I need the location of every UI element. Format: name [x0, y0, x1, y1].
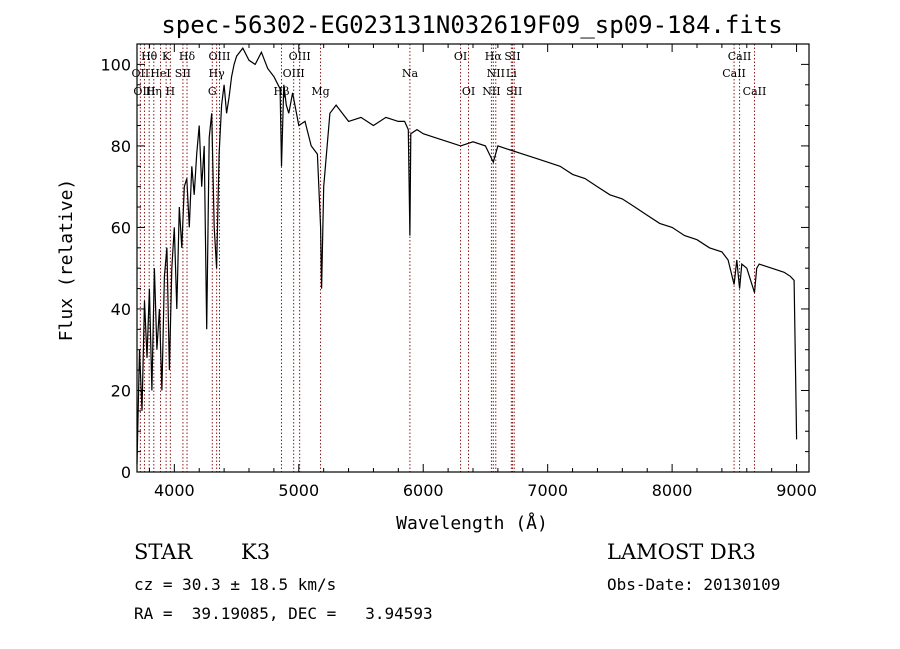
spectral-line-label: OIII	[283, 67, 305, 80]
spectral-line-label: Hγ	[209, 67, 226, 80]
spectral-line-markers	[139, 44, 755, 472]
x-tick-label: 9000	[776, 481, 817, 500]
y-tick-label: 80	[111, 137, 131, 156]
spectral-line-label: H	[166, 85, 176, 98]
spectral-line-label: OIII	[133, 85, 155, 98]
spectral-line-label: Hδ	[179, 50, 196, 63]
axis-ticks: 4000 5000 6000 7000 8000 9000 0 20 40 60 80 100	[100, 44, 817, 500]
spectral-line-label: Hη	[146, 85, 162, 98]
spectral-line-label: K	[162, 50, 171, 63]
spectral-line-label: Hβ	[274, 85, 290, 98]
y-axis-label: Flux (relative)	[56, 179, 77, 342]
object-subclass: K3	[241, 540, 271, 564]
y-tick-label: 20	[111, 381, 131, 400]
spectral-line-label: OIII	[208, 50, 230, 63]
plot-frame	[136, 43, 810, 473]
spectral-line-label: SII	[504, 50, 520, 63]
spectral-line-label: Hα	[485, 50, 503, 63]
spectral-line-label: Mg	[311, 85, 329, 98]
x-tick-label: 5000	[278, 481, 319, 500]
chart-title: spec-56302-EG023131N032619F09_sp09-184.f…	[161, 11, 782, 39]
coordinates: RA = 39.19085, DEC = 3.94593	[134, 604, 433, 623]
x-tick-label: 7000	[527, 481, 568, 500]
spectral-line-label: SII	[506, 85, 522, 98]
spectral-line-label: G	[208, 85, 217, 98]
spectral-line-label: OIII	[289, 50, 311, 63]
flux-series-line	[136, 46, 798, 464]
spectral-line-label: OI	[454, 50, 467, 63]
y-tick-label: 100	[100, 55, 131, 74]
x-tick-label: 6000	[403, 481, 444, 500]
x-tick-label: 8000	[652, 481, 693, 500]
observation-date: Obs-Date: 20130109	[607, 575, 781, 594]
spectral-line-label: SII	[175, 67, 191, 80]
spectral-line-label: CaII	[728, 50, 752, 63]
spectral-line-label: OII	[132, 67, 150, 80]
y-tick-label: 40	[111, 300, 131, 319]
x-tick-label: 4000	[154, 481, 195, 500]
spectral-line-label: Na	[402, 67, 419, 80]
spectral-line-label: CaII	[743, 85, 767, 98]
spectrum-chart: spec-56302-EG023131N032619F09_sp09-184.f…	[56, 11, 817, 534]
spectral-line-label: NII	[487, 67, 505, 80]
object-class: STAR	[134, 540, 193, 564]
spectral-line-label: HeI	[150, 67, 170, 80]
x-axis-label: Wavelength (Å)	[396, 512, 548, 534]
y-tick-label: 0	[121, 463, 131, 482]
spectral-line-label: Li	[506, 67, 517, 80]
redshift-cz: cz = 30.3 ± 18.5 km/s	[134, 575, 337, 594]
y-tick-label: 60	[111, 218, 131, 237]
spectral-line-label: OI	[462, 85, 475, 98]
spectral-line-label: Hθ	[141, 50, 158, 63]
spectral-line-label: NII	[482, 85, 500, 98]
survey-name: LAMOST DR3	[607, 540, 756, 564]
spectral-line-label: CaII	[722, 67, 746, 80]
